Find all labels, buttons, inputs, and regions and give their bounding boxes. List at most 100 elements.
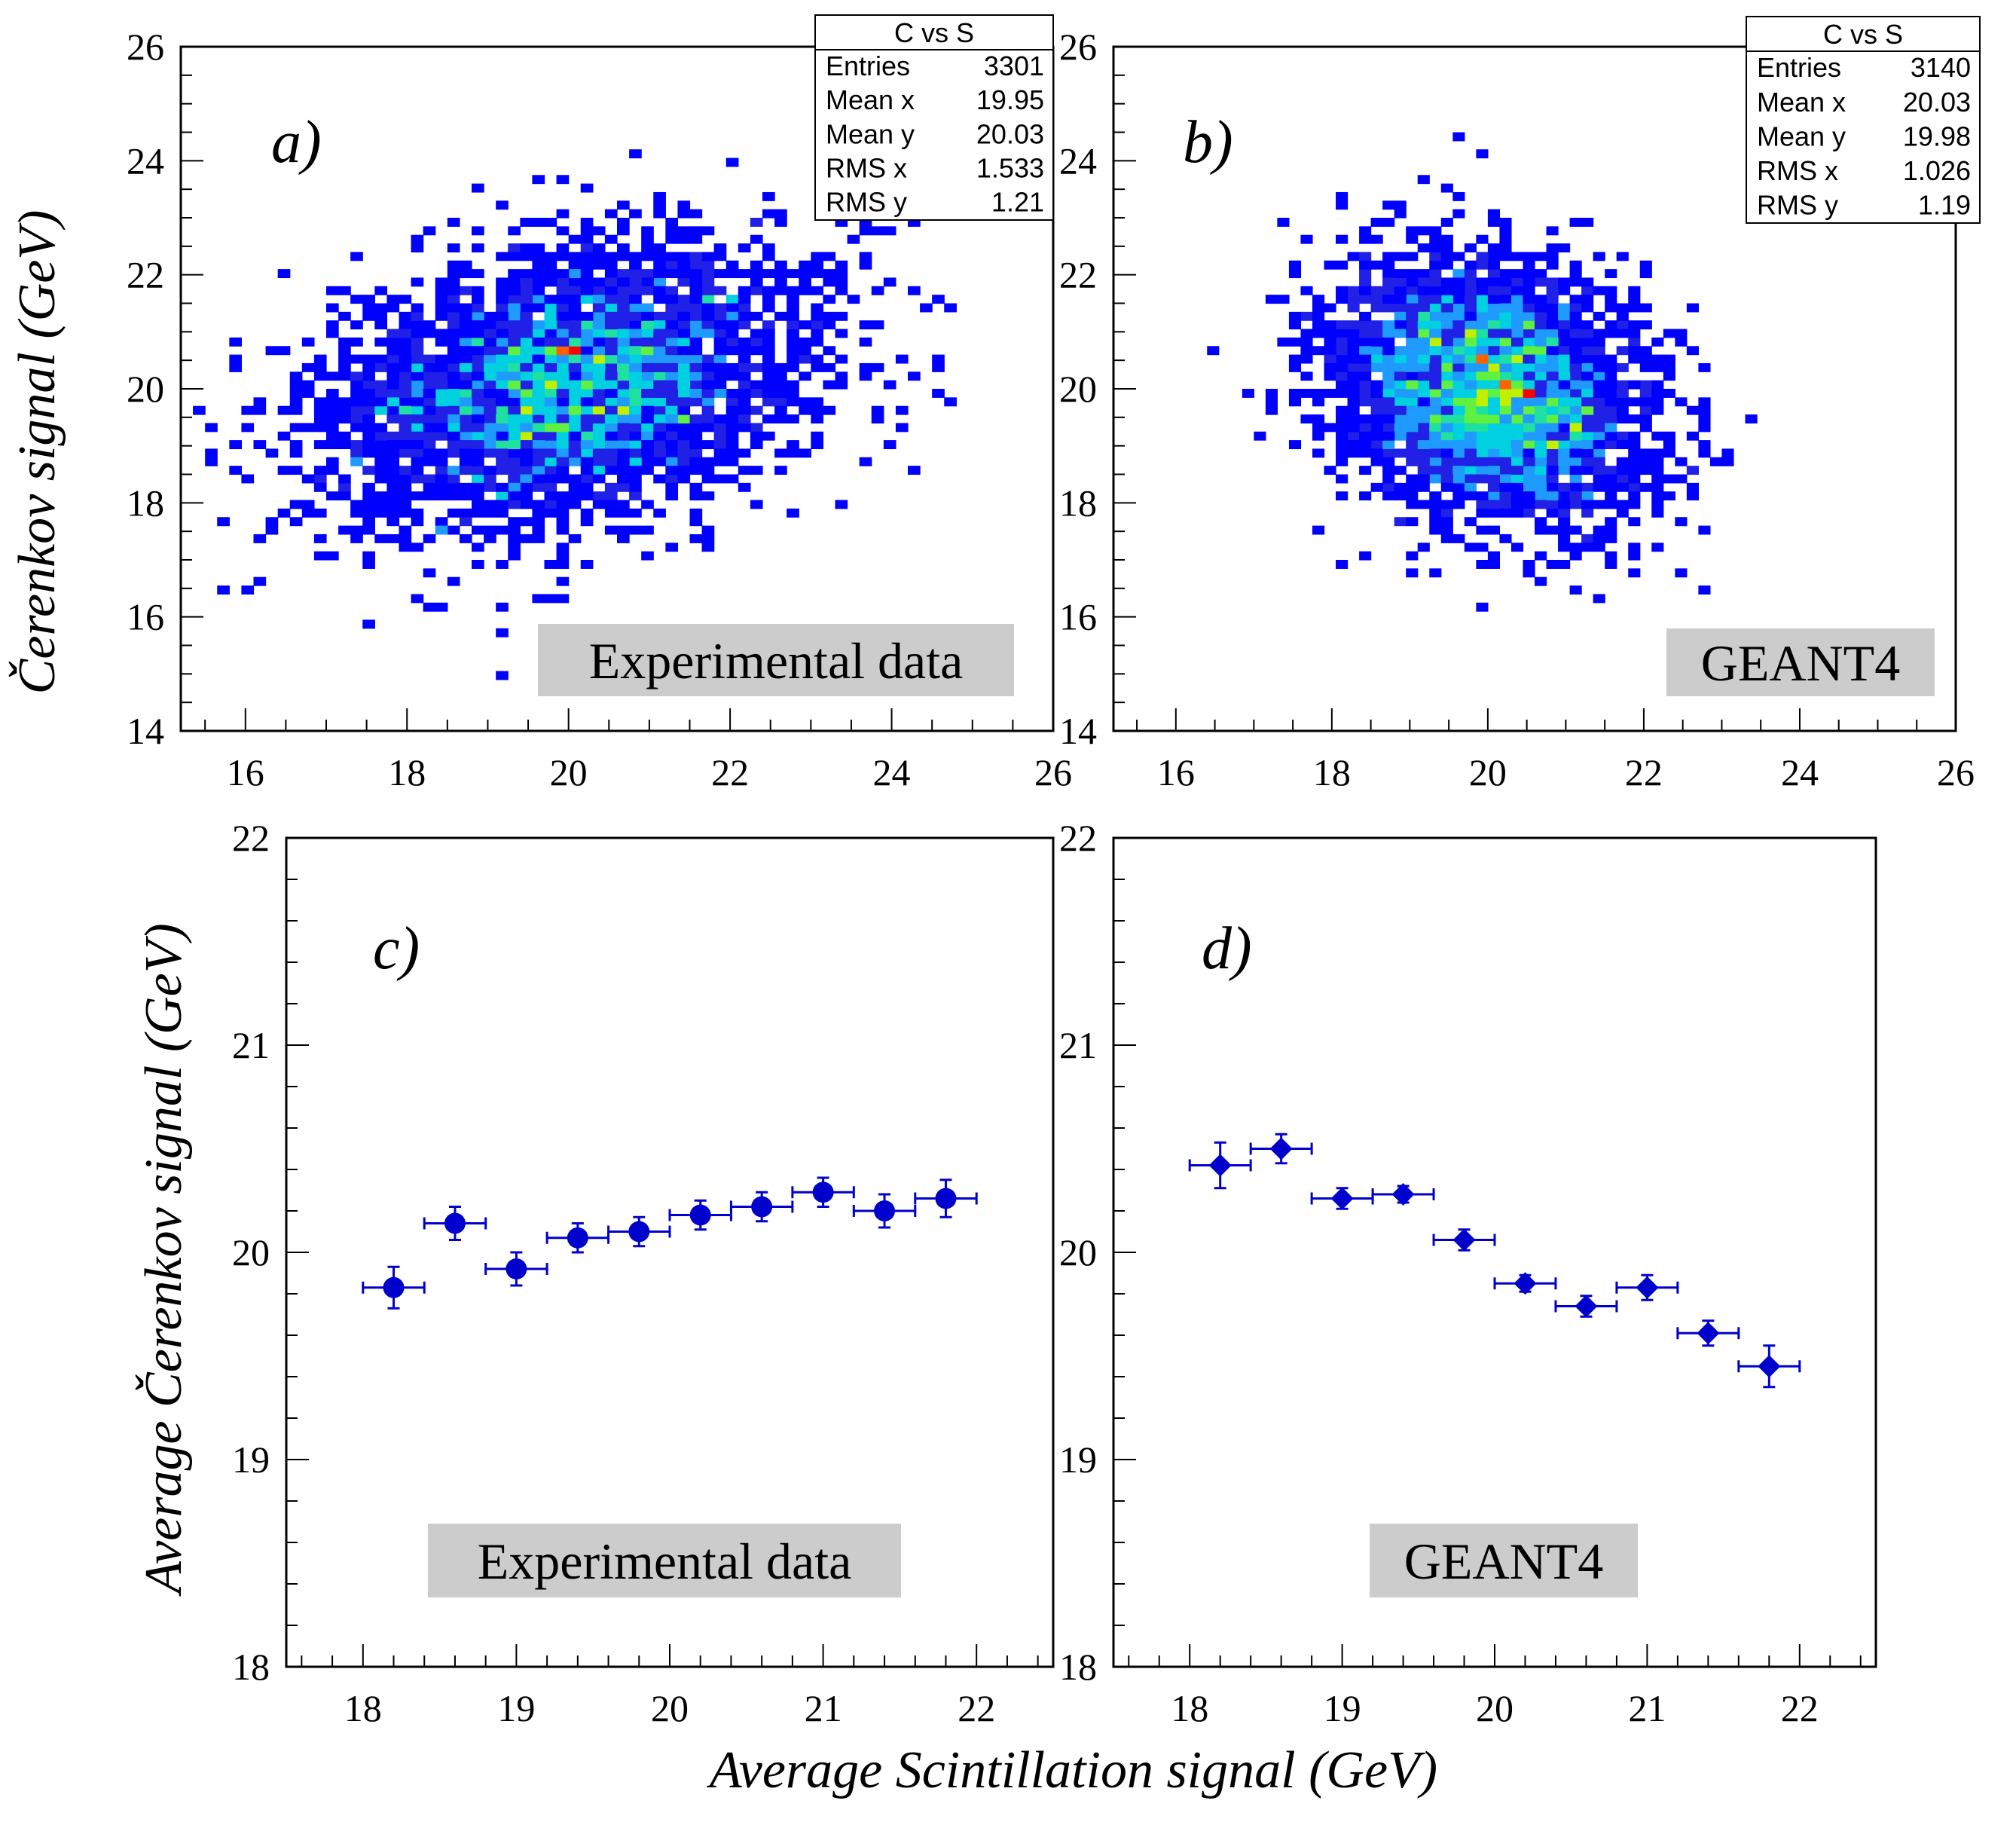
panel-d-points (1188, 1133, 1801, 1389)
panel-a-heatmap-cell (374, 448, 388, 458)
panel-b-heatmap-cell (1336, 337, 1349, 347)
panel-b-heatmap-cell (1605, 362, 1617, 372)
panel-a-heatmap-cell (544, 303, 557, 313)
panel-b-heatmap-cell (1569, 448, 1582, 458)
panel-b-heatmap-cell (1616, 252, 1629, 261)
panel-a-heatmap-cell (301, 337, 315, 347)
panel-a-heatmap-cell (568, 423, 582, 433)
panel-a-heatmap-cell (326, 397, 339, 407)
panel-a-heatmap-cell (629, 311, 642, 321)
panel-a-heatmap-cell (701, 277, 715, 287)
panel-a-heatmap-cell (750, 260, 763, 270)
panel-b-heatmap-cell (1499, 303, 1512, 313)
panel-a-heatmap-cell (472, 466, 484, 475)
panel-a-heatmap-cell (362, 500, 375, 509)
panel-b-heatmap-cell (1440, 337, 1453, 347)
panel-c-x-tick-label: 18 (344, 1687, 382, 1729)
panel-a-heatmap-cell (362, 448, 375, 458)
panel-a-heatmap-cell (713, 354, 727, 364)
panel-a-heatmap-cell (411, 311, 424, 321)
panel-b-heatmap-cell (1487, 354, 1501, 364)
panel-a-heatmap-cell (665, 337, 679, 347)
panel-a-heatmap-cell (241, 585, 255, 595)
panel-b-heatmap-cell (1382, 414, 1395, 423)
panel-b-x-tick-label: 22 (1625, 751, 1663, 793)
panel-a-heatmap-cell (713, 311, 727, 321)
panel-a-heatmap-cell (386, 389, 400, 398)
panel-a-heatmap-cell (568, 431, 582, 441)
panel-b-heatmap-cell (1686, 466, 1699, 475)
panel-a-heatmap-cell (326, 329, 339, 338)
panel-a-heatmap-cell (713, 303, 727, 313)
panel-b-heatmap-cell (1464, 405, 1477, 415)
panel-b-heatmap-cell (1429, 457, 1442, 466)
panel-a-heatmap-cell (532, 533, 545, 543)
panel-b-heatmap-cell (1440, 218, 1453, 227)
panel-b-heatmap-cell (1347, 362, 1360, 372)
panel-b-heatmap-cell (1487, 474, 1501, 484)
panel-a-heatmap-cell (823, 295, 836, 304)
panel-b-heatmap-cell (1581, 389, 1594, 398)
panel-a-heatmap-cell (423, 405, 436, 415)
panel-a-heatmap-cell (411, 362, 424, 372)
panel-a-heatmap-cell (301, 389, 315, 398)
panel-b-heatmap-cell (1394, 303, 1407, 313)
panel-b-x-tick-label: 18 (1313, 751, 1351, 793)
panel-c-points (362, 1176, 978, 1310)
panel-a-heatmap-cell (520, 533, 533, 543)
panel-a-heatmap-cell (568, 252, 582, 261)
panel-b-heatmap-cell (1394, 397, 1407, 407)
bottom-x-axis-title: Average Scintillation signal (GeV) (707, 1741, 1437, 1799)
panel-b-heatmap-cell (1347, 354, 1360, 364)
panel-a-heatmap-cell (362, 517, 375, 527)
panel-b-heatmap-cell (1487, 337, 1501, 347)
panel-a-heatmap-cell (713, 380, 727, 390)
panel-a-heatmap-cell (544, 346, 557, 356)
panel-a-heatmap-cell (350, 337, 363, 347)
panel-a-heatmap-cell (411, 543, 424, 552)
panel-b-heatmap-cell (1370, 329, 1383, 338)
panel-b-heatmap-cell (1581, 405, 1594, 415)
panel-b-heatmap-cell (1628, 397, 1641, 407)
panel-b-heatmap-cell (1394, 209, 1407, 219)
panel-a-heatmap-cell (641, 354, 654, 364)
panel-b-heatmap-cell (1499, 311, 1512, 321)
panel-a-heatmap-cell (459, 380, 472, 390)
panel-a-heatmap-cell (665, 226, 679, 236)
panel-b-heatmap-cell (1639, 260, 1652, 270)
panel-a-heatmap-cell (811, 431, 824, 441)
panel-a-heatmap-cell (484, 405, 496, 415)
panel-b-heatmap-cell (1440, 362, 1453, 372)
panel-a-heatmap-cell (472, 295, 484, 304)
panel-b-heatmap-cell (1605, 354, 1617, 364)
panel-a-heatmap-cell (762, 431, 775, 441)
panel-a-heatmap-cell (568, 380, 582, 390)
panel-a-heatmap-cell (386, 397, 400, 407)
panel-b-heatmap-cell (1382, 491, 1395, 501)
panel-b-heatmap-cell (1382, 405, 1395, 415)
panel-a-heatmap-cell (604, 295, 618, 304)
panel-a-heatmap-cell (592, 440, 606, 450)
panel-a-heatmap-cell (787, 295, 799, 304)
panel-a-heatmap-cell (484, 482, 496, 492)
panel-b-heatmap-cell (1347, 371, 1360, 381)
panel-a-heatmap-cell (447, 491, 460, 501)
panel-d-x-tick-label: 21 (1628, 1687, 1666, 1729)
panel-a-heatmap-cell (253, 440, 267, 450)
panel-a-heatmap-cell (689, 423, 703, 433)
panel-b-heatmap-cell (1359, 337, 1372, 347)
panel-a-heatmap-cell (508, 362, 521, 372)
panel-b-heatmap-cell (1487, 380, 1501, 390)
panel-a-heatmap-cell (580, 466, 594, 475)
panel-a-heatmap-cell (362, 414, 375, 423)
panel-c-x-tick-label: 20 (651, 1687, 689, 1729)
panel-c-y-tick-label: 18 (232, 1646, 270, 1688)
panel-b-heatmap-cell (1336, 371, 1349, 381)
panel-b-heatmap-cell (1535, 337, 1547, 347)
panel-b-heatmap-cell (1639, 482, 1652, 492)
panel-b-heatmap-cell (1464, 431, 1477, 441)
panel-a-heatmap-cell (799, 277, 811, 287)
panel-b-heatmap-cell (1347, 440, 1360, 450)
panel-b-heatmap-cell (1558, 560, 1571, 569)
